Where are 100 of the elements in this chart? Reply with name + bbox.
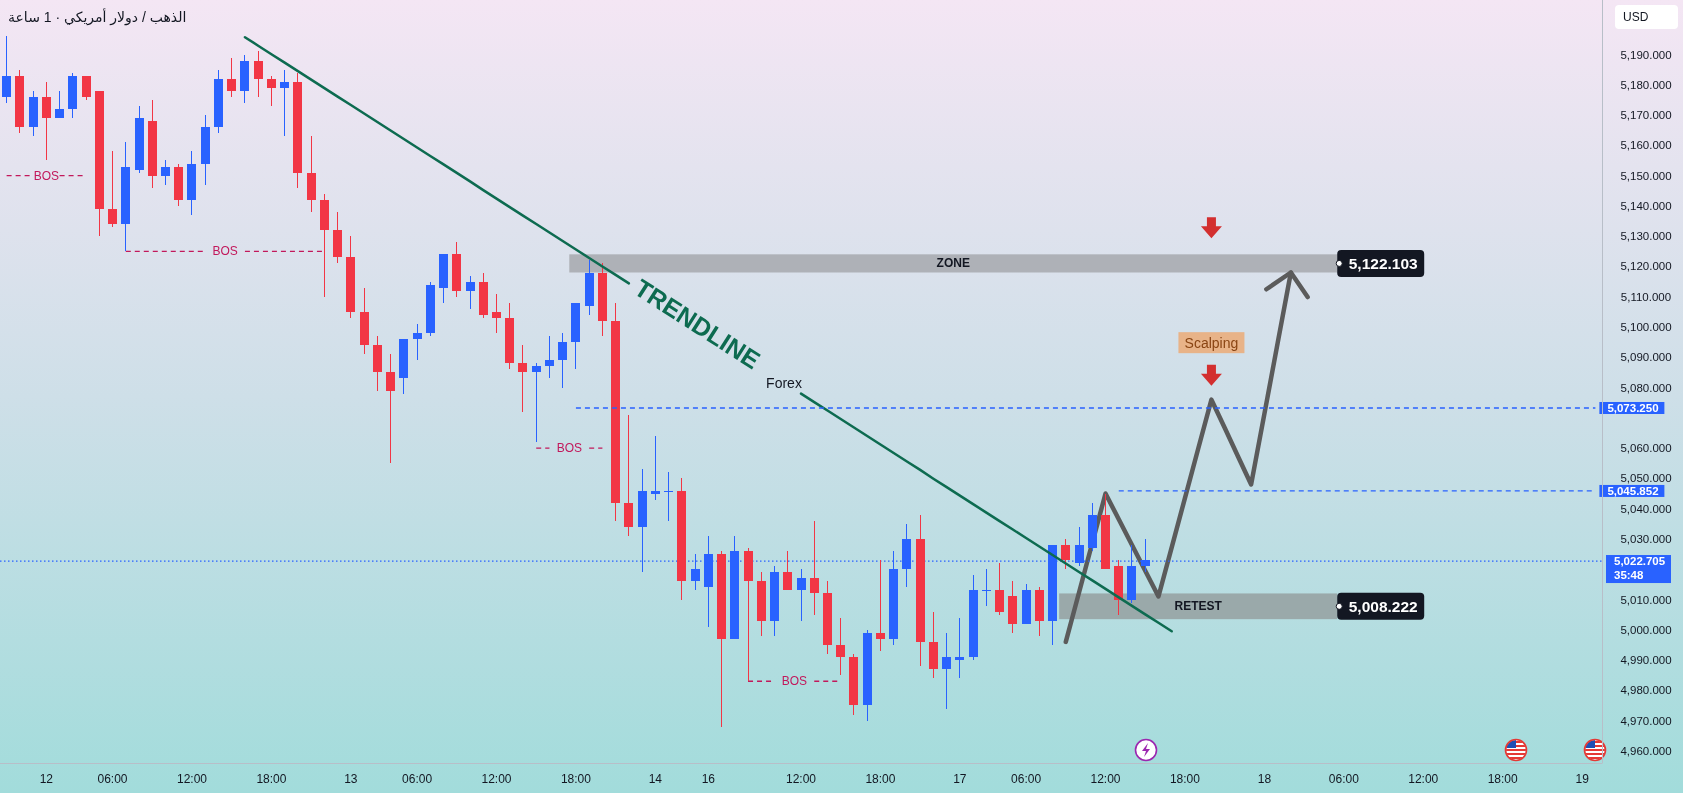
series-label: BOS — [33, 168, 60, 183]
y-tick-label: 5,010.000 — [1620, 593, 1672, 606]
candlestick — [836, 617, 845, 676]
series-label: BOS — [781, 674, 808, 689]
candlestick — [108, 151, 117, 228]
y-tick-label: 5,170.000 — [1620, 109, 1672, 122]
x-tick-label: 12:00 — [1408, 772, 1439, 786]
candlestick — [757, 572, 766, 636]
candlestick — [1101, 493, 1110, 570]
x-tick-label: 18:00 — [560, 772, 592, 786]
band-label: RETEST — [1174, 599, 1223, 614]
x-tick-label: 06:00 — [97, 772, 128, 786]
data-label: 5,045.852 — [1607, 484, 1659, 497]
candlestick — [452, 242, 461, 297]
y-tick-label: 5,030.000 — [1620, 532, 1672, 545]
candlestick — [333, 211, 342, 264]
annotation: Forex — [766, 374, 802, 391]
candlestick — [307, 136, 316, 212]
ref-line-label: 5,022.705 35:48 — [1614, 555, 1666, 582]
y-tick-label: 4,970.000 — [1620, 714, 1672, 727]
candlestick — [161, 160, 170, 185]
y-tick-label: 5,140.000 — [1620, 199, 1672, 212]
x-tick-label: 12:00 — [785, 772, 817, 786]
candlestick — [2, 36, 11, 103]
candlestick — [810, 520, 819, 615]
candlestick — [280, 69, 289, 137]
candlestick — [479, 272, 488, 318]
candlestick — [95, 90, 104, 237]
candlestick — [267, 75, 276, 106]
y-tick-label: 5,090.000 — [1620, 351, 1672, 364]
candlestick — [1008, 581, 1017, 633]
annotation: Scalping — [1184, 334, 1239, 351]
annotation: 5,008.222 — [1348, 597, 1418, 615]
candlestick — [969, 575, 978, 661]
candlestick — [386, 354, 395, 464]
y-tick-label: 5,110.000 — [1620, 290, 1672, 303]
candlestick — [797, 569, 806, 621]
band-label: ZONE — [936, 256, 970, 271]
x-tick-label: 19 — [1575, 772, 1590, 786]
candlestick — [399, 339, 408, 394]
candlestick — [545, 336, 554, 379]
candlestick — [227, 57, 236, 97]
candlestick — [611, 302, 620, 521]
annotation: 5,122.103 — [1348, 254, 1419, 272]
y-tick-label: 5,160.000 — [1620, 139, 1672, 152]
candlestick — [201, 115, 210, 185]
candlestick — [55, 90, 64, 119]
x-tick-label: 06:00 — [402, 772, 433, 786]
x-tick-label: 06:00 — [1011, 772, 1042, 786]
x-tick-label: 12:00 — [1090, 772, 1121, 786]
candlestick — [558, 333, 567, 388]
y-tick-label: 5,040.000 — [1620, 502, 1672, 515]
candlestick — [320, 193, 329, 297]
candlestick — [876, 560, 885, 651]
candlestick — [293, 72, 302, 188]
y-tick-label: 5,180.000 — [1620, 78, 1672, 91]
y-tick-label: 4,980.000 — [1620, 684, 1672, 697]
candlestick — [571, 302, 580, 370]
y-tick-label: 5,050.000 — [1620, 472, 1672, 485]
candlestick — [148, 99, 157, 188]
y-tick-label: 5,080.000 — [1620, 381, 1672, 394]
y-tick-label: 5,150.000 — [1620, 169, 1672, 182]
x-tick-label: 14 — [648, 772, 663, 786]
candlestick — [929, 611, 938, 679]
candlestick — [492, 293, 501, 334]
x-tick-label: 17 — [953, 772, 967, 786]
candlestick — [624, 414, 633, 536]
x-tick-label: 18:00 — [1169, 772, 1201, 786]
candlestick — [346, 236, 355, 318]
candlestick — [744, 548, 753, 682]
candlestick — [1022, 584, 1031, 624]
candlestick — [955, 617, 964, 679]
candlestick — [916, 514, 925, 667]
x-tick-label: 12:00 — [481, 772, 512, 786]
y-tick-label: 5,060.000 — [1620, 442, 1672, 455]
candlestick — [1088, 502, 1097, 552]
candlestick — [29, 90, 38, 137]
y-tick-label: 5,130.000 — [1620, 230, 1672, 243]
candlestick — [505, 302, 514, 370]
candlestick — [121, 142, 130, 252]
candlestick — [68, 72, 77, 119]
candlestick — [413, 323, 422, 361]
x-tick-label: 12 — [39, 772, 54, 786]
candlestick — [942, 632, 951, 709]
y-tick-label: 5,190.000 — [1620, 48, 1672, 61]
candlestick — [585, 260, 594, 315]
candlestick — [823, 581, 832, 654]
candlestick — [995, 563, 1004, 615]
candlestick — [532, 363, 541, 443]
candlestick — [783, 551, 792, 591]
candlestick — [135, 105, 144, 173]
candlestick — [240, 54, 249, 103]
data-label: 5,073.250 — [1607, 401, 1659, 414]
x-tick-label: 18:00 — [865, 772, 896, 786]
y-tick-label: 5,100.000 — [1620, 321, 1672, 333]
y-tick-label: 4,990.000 — [1620, 654, 1672, 667]
candlestick — [254, 51, 263, 97]
candlestick — [717, 551, 726, 727]
candlestick — [849, 654, 858, 715]
y-tick-label: 4,960.000 — [1620, 744, 1672, 757]
